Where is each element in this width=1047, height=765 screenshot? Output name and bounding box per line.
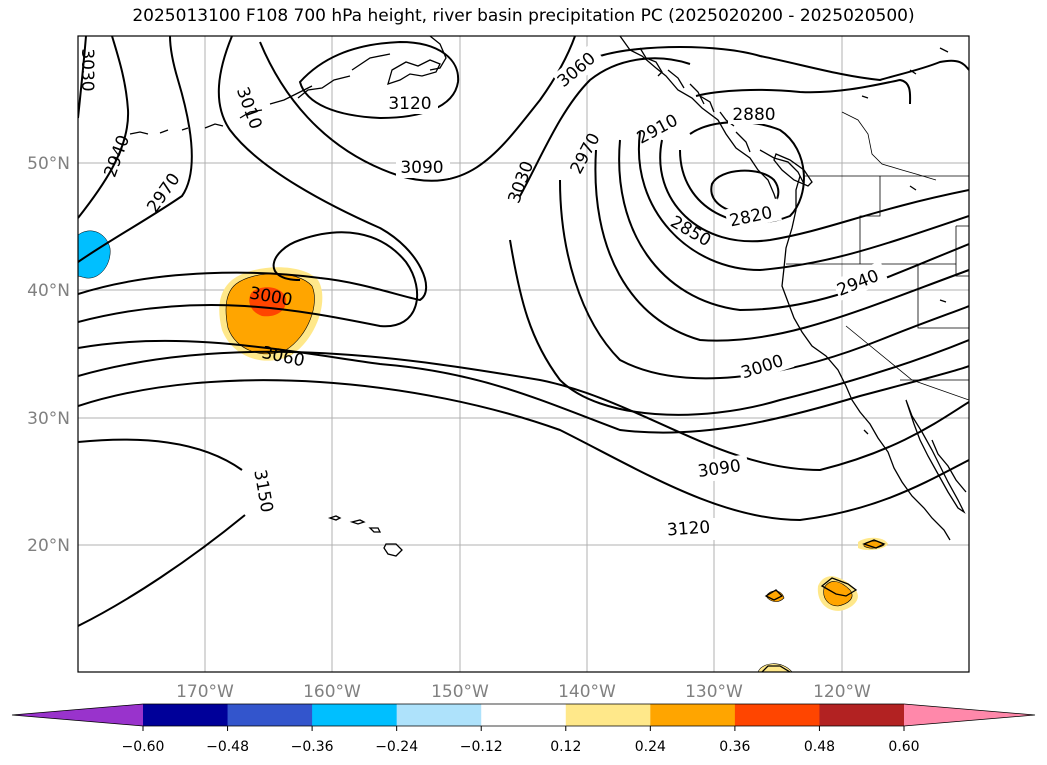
map-area: [78, 36, 969, 672]
lat-label-30n: 30°N: [27, 409, 70, 429]
lon-label-160w: 160°W: [303, 682, 361, 702]
coastlines: [129, 36, 967, 672]
map-title: 2025013100 F108 700 hPa height, river ba…: [132, 6, 915, 26]
colorbar-tick-label: 0.24: [635, 739, 666, 755]
colorbar-tick-label: 0.48: [804, 739, 835, 755]
colorbar-tick-label: 0.12: [550, 739, 581, 755]
colorbar-tick-labels: −0.60 −0.48 −0.36 −0.24 −0.12 0.12 0.24 0.36 0.4…: [122, 726, 920, 755]
map-frame: [77, 35, 970, 673]
colorbar-tick-label: −0.12: [460, 739, 503, 755]
colorbar-tick-label: 0.36: [719, 739, 750, 755]
longitude-labels: 170°W 160°W 150°W 140°W 130°W 120°W: [176, 682, 871, 702]
height-contours: [78, 36, 969, 627]
lon-label-170w: 170°W: [176, 682, 234, 702]
colorbar-segment: [650, 704, 736, 726]
contour-label: 3120: [666, 518, 711, 541]
colorbar-tick-label: −0.60: [122, 739, 165, 755]
colorbar-segment: [565, 704, 651, 726]
contour-label: 2880: [732, 105, 775, 125]
colorbar-segment: [227, 704, 313, 726]
colorbar-tick-label: 0.60: [888, 739, 919, 755]
colorbar-segment: [734, 704, 820, 726]
lat-label-20n: 20°N: [27, 536, 70, 556]
colorbar: [11, 703, 1036, 727]
lat-label-40n: 40°N: [27, 281, 70, 301]
contour-label: 3120: [388, 94, 431, 114]
lon-label-130w: 130°W: [685, 682, 743, 702]
colorbar-segment: [312, 704, 398, 726]
colorbar-extend-low: [12, 704, 143, 726]
colorbar-segment: [819, 704, 905, 726]
lon-label-120w: 120°W: [813, 682, 871, 702]
colorbar-segment: [396, 704, 482, 726]
colorbar-extend-high: [904, 704, 1035, 726]
colorbar-tick-label: −0.36: [291, 739, 334, 755]
lon-label-140w: 140°W: [558, 682, 616, 702]
lon-label-150w: 150°W: [431, 682, 489, 702]
latitude-labels: 50°N 40°N 30°N 20°N: [27, 154, 70, 556]
colorbar-tick-label: −0.24: [375, 739, 418, 755]
colorbar-tick-label: −0.48: [206, 739, 249, 755]
contour-label: 3030: [77, 48, 97, 91]
colorbar-segment: [481, 704, 567, 726]
lat-label-50n: 50°N: [27, 154, 70, 174]
contour-label: 3090: [400, 158, 443, 178]
precip-shading: [78, 230, 888, 672]
colorbar-segment: [143, 704, 229, 726]
